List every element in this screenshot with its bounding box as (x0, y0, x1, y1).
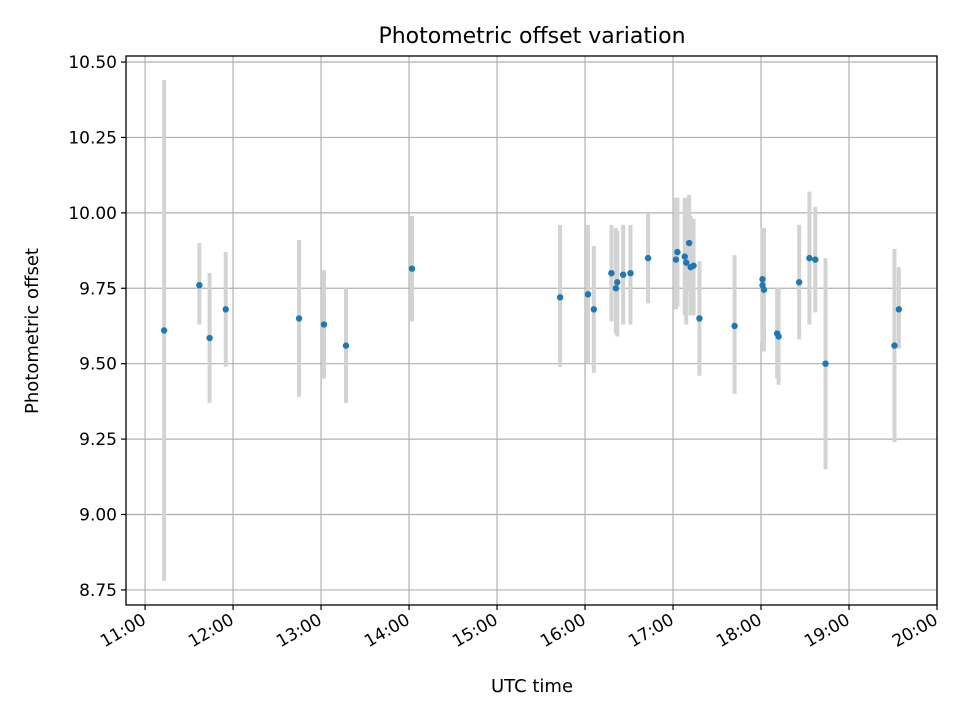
data-point (685, 239, 693, 247)
data-point (775, 333, 782, 340)
y-tick-label: 10.00 (68, 204, 117, 224)
data-point (619, 271, 627, 278)
data-point (614, 279, 621, 286)
y-tick-label: 8.75 (79, 581, 117, 601)
data-point (891, 342, 898, 349)
data-point (320, 321, 328, 328)
x-axis-label: UTC time (491, 676, 573, 697)
data-point (612, 285, 620, 292)
data-point (408, 265, 416, 272)
data-point (812, 256, 819, 263)
grid (126, 56, 938, 605)
data-point (731, 322, 738, 330)
data-point (206, 334, 213, 342)
data-point (644, 254, 652, 262)
data-point (822, 360, 829, 367)
data-point (584, 291, 592, 298)
data-point (674, 248, 681, 256)
data-point (160, 327, 168, 334)
data-point (696, 315, 703, 322)
data-point (196, 282, 203, 289)
data-point (759, 276, 766, 283)
data-point (556, 294, 564, 301)
data-point (681, 253, 688, 260)
data-point (690, 262, 697, 269)
data-point (608, 269, 615, 277)
data-points (160, 239, 903, 367)
y-axis-ticks: 8.75 9.00 9.25 9.50 9.75 10.00 10.25 10.50 (68, 53, 126, 601)
data-point (590, 306, 598, 313)
data-point (795, 279, 803, 286)
data-point (627, 269, 634, 277)
data-point (222, 306, 229, 313)
y-tick-label: 9.75 (79, 279, 117, 299)
data-point (806, 254, 813, 262)
data-point (342, 342, 350, 349)
y-tick-label: 9.50 (79, 355, 117, 375)
data-point (895, 306, 903, 313)
y-tick-label: 9.25 (79, 430, 117, 450)
chart-title: Photometric offset variation (378, 24, 685, 49)
data-point (672, 256, 680, 263)
y-tick-label: 9.00 (79, 506, 117, 526)
data-point (760, 286, 768, 293)
y-axis-label: Photometric offset (22, 248, 43, 414)
axes-frame (125, 55, 938, 606)
data-point (295, 315, 303, 322)
data-point (683, 259, 690, 266)
y-tick-label: 10.50 (68, 53, 117, 73)
y-tick-label: 10.25 (68, 128, 117, 148)
